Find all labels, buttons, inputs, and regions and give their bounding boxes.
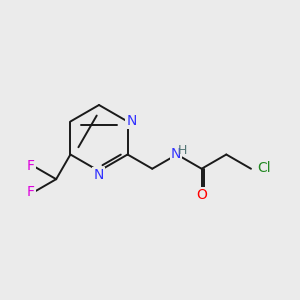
Text: O: O [196, 188, 207, 202]
Text: N: N [127, 114, 137, 128]
Text: H: H [178, 144, 187, 157]
Text: N: N [93, 168, 103, 182]
Text: N: N [171, 147, 181, 161]
Text: F: F [27, 185, 35, 199]
Text: Cl: Cl [258, 161, 271, 176]
Text: F: F [27, 160, 35, 173]
